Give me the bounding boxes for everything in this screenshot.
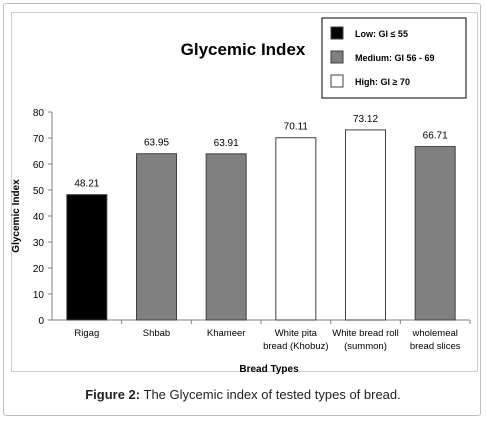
- data-label: 48.21: [74, 179, 99, 190]
- y-tick-label: 40: [33, 212, 45, 223]
- x-tick-label: White bread roll: [332, 328, 399, 339]
- legend-swatch: [330, 26, 344, 40]
- y-tick-label: 70: [33, 134, 45, 145]
- x-tick-label: (summon): [344, 341, 387, 352]
- y-tick-label: 50: [33, 186, 45, 197]
- bar: [205, 153, 247, 321]
- legend-swatch: [330, 50, 344, 64]
- chart-title: Glycemic Index: [181, 40, 306, 59]
- data-label: 70.11: [284, 122, 309, 133]
- bar-chart: Glycemic Index 0 10 20 30 40 50 60 70 80 Glycemic …: [11, 17, 471, 375]
- bar: [345, 129, 386, 321]
- x-tick-label: bread slices: [410, 341, 461, 352]
- data-label: 63.91: [214, 138, 239, 149]
- y-axis-title: Glycemic Index: [11, 179, 22, 253]
- caption-text: The Glycemic index of tested types of br…: [143, 387, 401, 402]
- legend-label: High: GI ≥ 70: [355, 77, 410, 87]
- data-label: 66.71: [423, 131, 448, 142]
- x-tick-label: Shbab: [143, 328, 170, 339]
- x-axis-title: Bread Types: [239, 364, 299, 375]
- x-tick-label: White pita: [275, 328, 318, 339]
- y-tick-label: 20: [33, 264, 45, 275]
- y-tick-label: 10: [33, 290, 45, 301]
- bar: [414, 146, 456, 321]
- x-tick-label: Khameer: [207, 328, 246, 339]
- y-tick-label: 60: [33, 160, 45, 171]
- data-label: 63.95: [144, 138, 169, 149]
- caption-label: Figure 2:: [85, 387, 141, 402]
- data-label: 73.12: [353, 114, 378, 125]
- legend-label: Medium: GI 56 - 69: [355, 53, 435, 63]
- bar: [136, 153, 177, 321]
- y-tick-label: 80: [33, 108, 45, 119]
- legend-box: [321, 17, 467, 99]
- x-tick-label: Rigag: [74, 328, 99, 339]
- figure-caption: Figure 2: The Glycemic index of tested t…: [0, 387, 486, 402]
- bar: [275, 137, 317, 321]
- legend-swatch: [330, 74, 344, 88]
- y-tick-label: 0: [38, 316, 44, 327]
- bar: [66, 194, 108, 321]
- legend-label: Low: GI ≤ 55: [355, 29, 408, 39]
- x-tick-label: wholemeal: [411, 328, 457, 339]
- y-tick-label: 30: [33, 238, 45, 249]
- x-tick-label: bread (Khobuz): [263, 341, 328, 352]
